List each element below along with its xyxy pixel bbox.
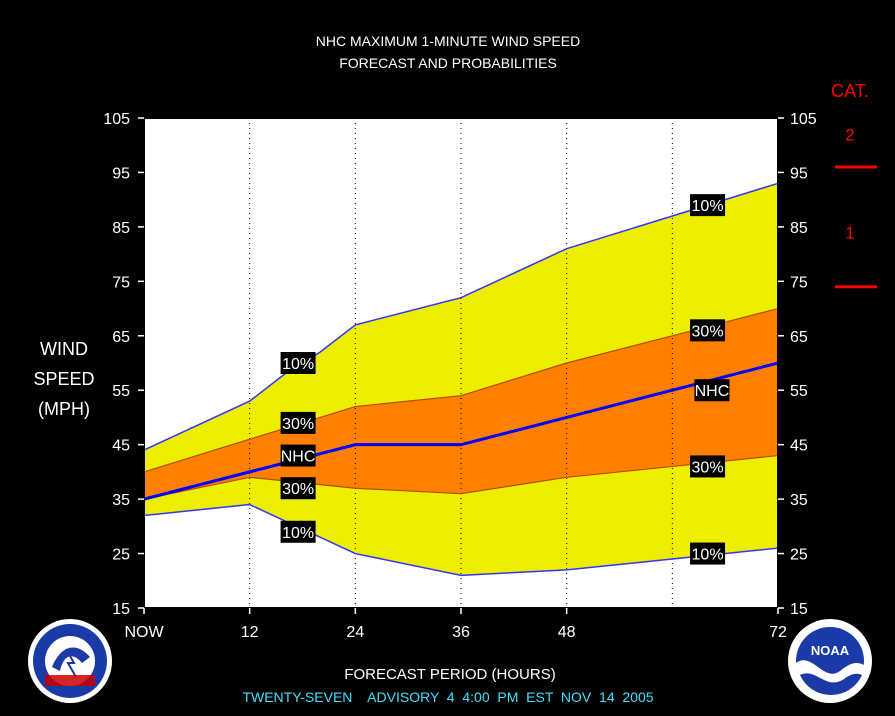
chart-subtitle: FORECAST AND PROBABILITIES [339, 55, 557, 71]
series-label-box [280, 520, 316, 543]
series-line-10-upper [143, 182, 779, 451]
category-label: 2 [845, 125, 854, 144]
y-axis-label-line: (MPH) [38, 399, 90, 419]
plot-area: 10% 30% NHC 30% 10% 10% 30% NHC 30% 10% [143, 118, 779, 608]
series-label-box [694, 379, 730, 402]
series-label-box [690, 319, 726, 342]
series-label-box [280, 352, 316, 374]
y-tick-label-right: 105 [790, 111, 817, 128]
series-label: 10% [690, 194, 726, 217]
series-line-nhc-forecast [143, 361, 779, 501]
category-label: 1 [845, 223, 854, 242]
x-tick-label: NOW [124, 624, 164, 641]
series-label: 30% [280, 411, 316, 434]
y-tick-label-right: 95 [790, 165, 808, 182]
chart-title: NHC MAXIMUM 1-MINUTE WIND SPEED [316, 33, 580, 49]
series-line-10-lower [143, 503, 779, 577]
category-title: CAT. [831, 81, 869, 101]
y-tick-label-left: 65 [112, 329, 130, 346]
series-label-box [690, 542, 726, 565]
series-label-text: 30% [282, 481, 314, 498]
y-tick-label-left: 35 [112, 492, 130, 509]
y-tick-label-left: 75 [112, 274, 130, 291]
series-label-box [280, 477, 316, 500]
series-label-text: 30% [282, 416, 314, 433]
y-axis-label-line: WIND [40, 339, 88, 359]
axes: 15 15 25 25 35 35 45 45 55 55 65 65 75 75 85 85 95 95 105 1… [103, 111, 817, 641]
nws-logo [28, 619, 112, 703]
category-scale: CAT. 2 1 [831, 81, 877, 289]
series-label: 10% [280, 520, 316, 543]
series-line-30-lower [143, 454, 779, 500]
x-tick-label: 48 [558, 624, 576, 641]
y-tick-label-left: 105 [103, 111, 130, 128]
series-label: 10% [690, 542, 726, 565]
y-tick-label-left: 25 [112, 547, 130, 564]
y-tick-label-right: 15 [790, 601, 808, 618]
y-axis-label: WIND SPEED (MPH) [33, 339, 94, 419]
y-tick-label-right: 65 [790, 329, 808, 346]
y-tick-label-right: 25 [790, 547, 808, 564]
series-label-text: 10% [692, 198, 724, 215]
y-tick-label-right: 45 [790, 438, 808, 455]
series-label-text: 10% [282, 356, 314, 373]
series-label-box [690, 455, 726, 478]
x-tick-label: 36 [452, 624, 470, 641]
y-tick-label-left: 15 [112, 601, 130, 618]
x-tick-label: 12 [241, 624, 259, 641]
y-tick-label-right: 75 [790, 274, 808, 291]
series-label-text: NHC [281, 449, 316, 466]
series-label-box [690, 194, 726, 217]
series-label-box [280, 411, 316, 434]
y-tick-label-right: 85 [790, 220, 808, 237]
series-label-box [280, 444, 316, 467]
y-tick-label-right: 55 [790, 383, 808, 400]
y-axis-label-line: SPEED [33, 369, 94, 389]
y-tick-label-left: 95 [112, 165, 130, 182]
y-tick-label-left: 85 [112, 220, 130, 237]
series-label: 30% [690, 319, 726, 342]
y-tick-label-left: 45 [112, 438, 130, 455]
series-label: 30% [690, 455, 726, 478]
noaa-logo: NOAA [788, 619, 872, 703]
y-tick-label-right: 35 [790, 492, 808, 509]
series-label-text: 30% [692, 459, 724, 476]
advisory-footer: TWENTY-SEVEN ADVISORY 4 4:00 PM EST NOV … [242, 689, 653, 705]
series-label: NHC [280, 444, 316, 467]
series-label: 30% [280, 477, 316, 500]
y-tick-label-left: 55 [112, 383, 130, 400]
x-axis-label: FORECAST PERIOD (HOURS) [344, 666, 555, 683]
series-label-text: 30% [692, 323, 724, 340]
series-line-30-upper [143, 307, 779, 473]
series-label-text: NHC [695, 383, 730, 400]
series-label: 10% [280, 352, 316, 374]
series-label-text: 10% [692, 547, 724, 564]
svg-text:NOAA: NOAA [811, 643, 850, 658]
x-tick-label: 24 [346, 624, 364, 641]
series-label-text: 10% [282, 525, 314, 542]
x-tick-label: 72 [769, 624, 787, 641]
series-label: NHC [694, 379, 730, 402]
